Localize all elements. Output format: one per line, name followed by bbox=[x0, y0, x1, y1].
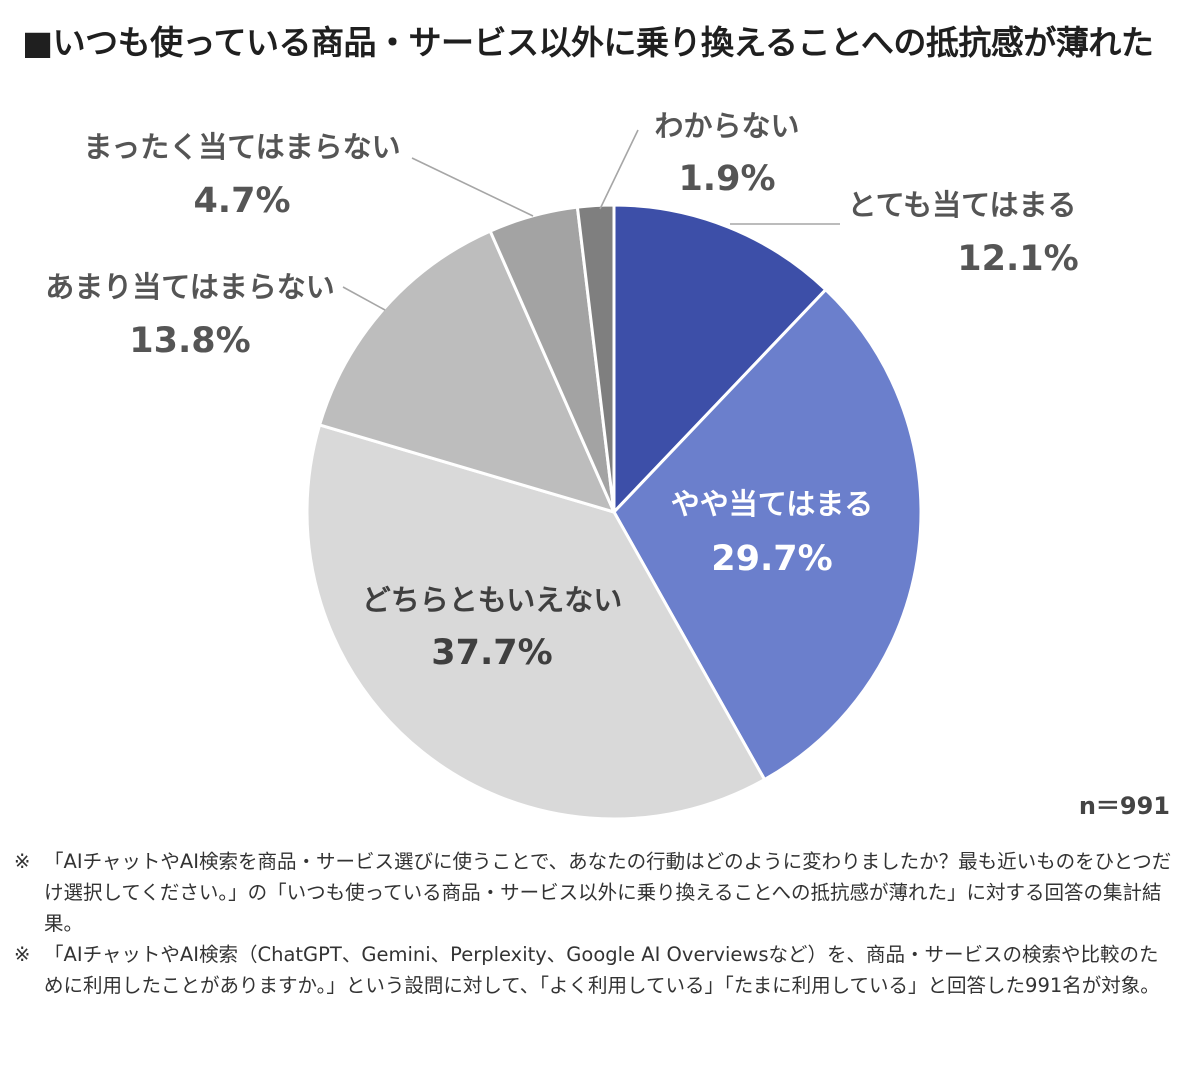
sample-size-label: n＝991 bbox=[1078, 792, 1170, 820]
pie-slice-somewhat-true bbox=[612, 288, 923, 782]
pie-slice-neutral bbox=[305, 423, 767, 821]
slice-value-not-very-true: 13.8% bbox=[129, 321, 250, 361]
slice-label-neutral: どちらともいえない bbox=[362, 583, 622, 617]
footnote-mark: ※ bbox=[14, 943, 31, 966]
slice-label-not-true-at-all: まったく当てはまらない bbox=[83, 130, 400, 164]
slice-label-dont-know: わからない bbox=[654, 109, 799, 143]
footnote-1: ※ 「AIチャットやAI検索を商品・サービス選びに使うことで、あなたの行動はどの… bbox=[14, 846, 1174, 939]
slice-value-dont-know: 1.9% bbox=[678, 159, 775, 199]
pie-chart: とても当てはまる 12.1% やや当てはまる 29.7% どちらともいえない 37.7% あ… bbox=[45, 109, 1079, 821]
footnote-mark: ※ bbox=[14, 850, 31, 873]
leader-line-dont-know bbox=[599, 129, 639, 210]
slice-label-not-very-true: あまり当てはまらない bbox=[45, 270, 334, 304]
footnote-text: 「AIチャットやAI検索（ChatGPT、Gemini、Perplexity、G… bbox=[44, 943, 1160, 997]
pie-slice-very-true bbox=[612, 203, 828, 514]
slice-value-neutral: 37.7% bbox=[431, 633, 552, 673]
leader-line-not-true-at-all bbox=[411, 157, 534, 217]
footnotes: ※ 「AIチャットやAI検索を商品・サービス選びに使うことで、あなたの行動はどの… bbox=[14, 846, 1174, 1001]
chart-title: ■いつも使っている商品・サービス以外に乗り換えることへの抵抗感が薄れた bbox=[22, 23, 1154, 62]
pie-slice-dont-know bbox=[575, 203, 616, 514]
slice-value-somewhat-true: 29.7% bbox=[711, 539, 832, 579]
footnote-text: 「AIチャットやAI検索を商品・サービス選びに使うことで、あなたの行動はどのよう… bbox=[44, 850, 1172, 935]
slice-value-not-true-at-all: 4.7% bbox=[193, 181, 290, 221]
leader-line-not-very-true bbox=[342, 286, 386, 311]
slice-label-somewhat-true: やや当てはまる bbox=[671, 487, 873, 521]
footnote-2: ※ 「AIチャットやAI検索（ChatGPT、Gemini、Perplexity… bbox=[14, 939, 1174, 1001]
slice-label-very-true: とても当てはまる bbox=[847, 188, 1076, 222]
slice-value-very-true: 12.1% bbox=[957, 239, 1078, 279]
